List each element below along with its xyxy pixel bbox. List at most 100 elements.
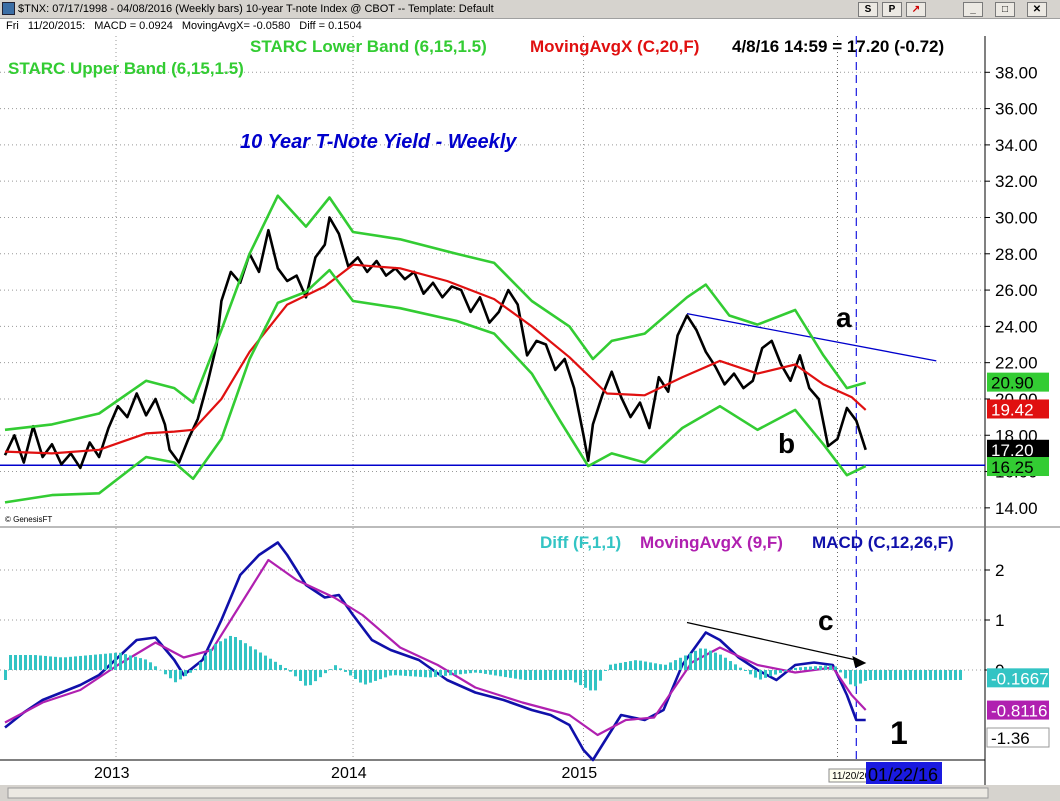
legend-quote: 4/8/16 14:59 = 17.20 (-0.72) [732,37,944,56]
diff-histogram-bar [349,670,352,676]
diff-histogram-bar [809,666,812,670]
value-badge [987,399,1049,419]
y-tick-label: 32.00 [995,172,1038,191]
value-badge-label: -1.36 [991,729,1030,748]
series-starc-upper-band [4,194,867,432]
diff-histogram-bar [944,670,947,680]
diff-histogram-bar [269,658,272,670]
cursor-right-box [866,762,942,784]
diff-histogram-bar [709,650,712,670]
title-bar: $TNX: 07/17/1998 - 04/08/2016 (Weekly ba… [0,0,1060,19]
x-tick-label: 2013 [94,765,130,782]
s-button[interactable]: S [858,2,878,17]
diff-histogram-bar [374,670,377,681]
diff-histogram-bar [534,670,537,680]
maximize-button[interactable]: □ [995,2,1015,17]
diff-histogram-bar [54,656,57,670]
diff-histogram-bar [464,670,467,674]
diff-histogram-bar [649,662,652,670]
series-close [3,216,867,470]
diff-histogram-bar [539,670,542,680]
diff-histogram-bar [294,670,297,677]
diff-histogram-bar [339,668,342,670]
legend-lower-band: STARC Lower Band (6,15,1.5) [250,37,487,56]
value-badge [987,372,1049,392]
diff-histogram-bar [509,670,512,678]
y-tick-label: 38.00 [995,63,1038,82]
diff-histogram-bar [384,670,387,678]
diff-histogram-bar [129,655,132,670]
diff-histogram-bar [44,655,47,670]
y-tick-label: 30.00 [995,208,1038,227]
y-tick-label: 14.00 [995,499,1038,518]
status-mavg: MovingAvgX= -0.0580 [181,20,291,32]
diff-histogram-bar [499,670,502,677]
arrowhead [852,656,867,668]
legend-upper-band: STARC Upper Band (6,15,1.5) [8,59,244,78]
diff-histogram-bar [409,670,412,677]
diff-histogram-bar [704,648,707,670]
minimize-button[interactable]: _ [963,2,983,17]
y-tick-label: 34.00 [995,136,1038,155]
diff-histogram-bar [739,667,742,670]
diff-histogram-bar [59,657,62,670]
popout-icon[interactable]: ↗ [906,2,926,17]
diff-histogram-bar [179,670,182,680]
diff-histogram-bar [524,670,527,680]
legend-macd-ma: MovingAvgX (9,F) [640,533,783,552]
diff-histogram-bar [459,670,462,675]
cursor-right-label: 01/22/16 [868,765,938,785]
diff-histogram-bar [924,670,927,680]
diff-histogram-bar [354,670,357,680]
p-button[interactable]: P [882,2,902,17]
close-button[interactable]: ✕ [1027,2,1047,17]
status-line: Fri 11/20/2015: MACD = 0.0924 MovingAvgX… [0,20,362,34]
diff-histogram-bar [494,670,497,676]
diff-histogram-bar [699,648,702,670]
diff-histogram-bar [564,670,567,680]
diff-histogram-bar [694,650,697,670]
diff-histogram-bar [859,670,862,684]
diff-histogram-bar [64,657,67,670]
diff-histogram-bar [589,670,592,691]
diff-histogram-bar [334,665,337,670]
diff-histogram-bar [389,670,392,676]
series-movingavgx [4,558,867,737]
diff-histogram-bar [74,656,77,670]
value-badge-label: -0.8116 [991,702,1047,721]
value-badge-label: 20.90 [991,374,1034,393]
annotation-a: a [836,302,852,333]
diff-histogram-bar [24,655,27,670]
status-day: Fri [6,20,19,32]
diff-histogram-bar [204,655,207,670]
diff-histogram-bar [419,670,422,677]
diff-histogram-bar [929,670,932,680]
status-date: 11/20/2015: [27,20,86,32]
diff-histogram-bar [34,655,37,670]
diff-histogram-bar [394,670,397,676]
diff-histogram-bar [134,656,137,670]
diff-histogram-bar [84,655,87,670]
diff-histogram-bar [249,646,252,670]
diff-histogram-bar [29,655,32,670]
series-starc-lower-band [4,268,867,504]
annotation-1: 1 [890,715,908,751]
diff-histogram-bar [724,657,727,670]
diff-histogram-bar [674,660,677,670]
diff-histogram-bar [624,661,627,670]
x-tick-label: 2014 [331,765,367,782]
diff-histogram-bar [679,657,682,670]
diff-histogram-bar [634,660,637,670]
diff-histogram-bar [189,670,192,673]
diff-histogram-bar [224,638,227,670]
diff-histogram-bar [49,656,52,670]
trendline-c [686,621,857,661]
diff-histogram-bar [614,663,617,670]
diff-histogram-bar [469,670,472,674]
diff-histogram-bar [9,655,12,670]
diff-histogram-bar [369,670,372,683]
series-movingavgx [4,263,867,455]
value-badge-label: -0.1667 [991,669,1049,688]
legend-moving-avg: MovingAvgX (C,20,F) [530,37,699,56]
